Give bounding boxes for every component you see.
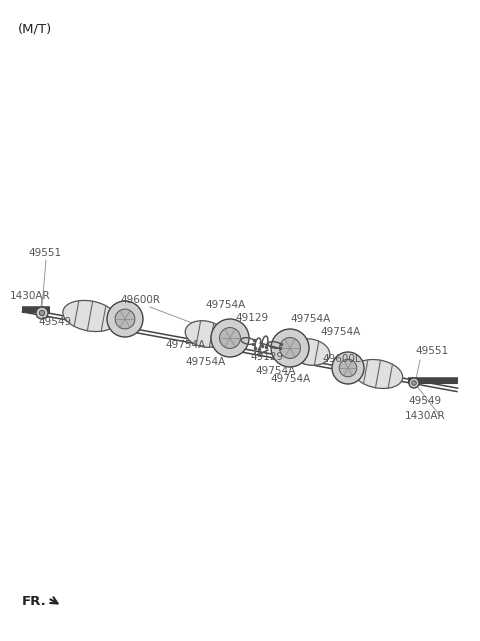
Text: 49754A: 49754A bbox=[165, 340, 205, 350]
Ellipse shape bbox=[353, 360, 403, 388]
Text: (M/T): (M/T) bbox=[18, 22, 52, 35]
Text: 49600R: 49600R bbox=[120, 295, 160, 305]
Text: 49129: 49129 bbox=[235, 313, 268, 323]
Circle shape bbox=[211, 319, 249, 357]
Text: 49754A: 49754A bbox=[320, 327, 360, 337]
Text: FR.: FR. bbox=[22, 595, 47, 608]
Circle shape bbox=[39, 310, 45, 316]
Text: 49754A: 49754A bbox=[270, 374, 310, 384]
Text: 49549: 49549 bbox=[408, 396, 441, 406]
Text: 49754A: 49754A bbox=[290, 314, 330, 324]
Circle shape bbox=[115, 309, 135, 329]
Circle shape bbox=[36, 307, 48, 319]
Circle shape bbox=[339, 359, 357, 377]
Text: 49551: 49551 bbox=[415, 346, 448, 356]
Text: 49754A: 49754A bbox=[205, 300, 245, 310]
Text: 1430AR: 1430AR bbox=[10, 291, 50, 301]
Circle shape bbox=[332, 352, 364, 384]
Text: 49549: 49549 bbox=[38, 317, 71, 327]
Circle shape bbox=[219, 328, 240, 349]
Ellipse shape bbox=[63, 301, 117, 331]
Ellipse shape bbox=[290, 338, 330, 365]
Text: 49600L: 49600L bbox=[322, 354, 360, 364]
Text: 49754A: 49754A bbox=[255, 366, 295, 376]
Circle shape bbox=[271, 329, 309, 367]
Ellipse shape bbox=[185, 320, 225, 347]
Circle shape bbox=[412, 381, 416, 385]
Circle shape bbox=[107, 301, 143, 337]
Text: 49551: 49551 bbox=[28, 248, 61, 258]
Text: 49754A: 49754A bbox=[185, 357, 225, 367]
Circle shape bbox=[279, 338, 300, 358]
Circle shape bbox=[409, 378, 419, 388]
Text: 1430AR: 1430AR bbox=[405, 411, 445, 421]
Text: 49129: 49129 bbox=[250, 352, 283, 362]
